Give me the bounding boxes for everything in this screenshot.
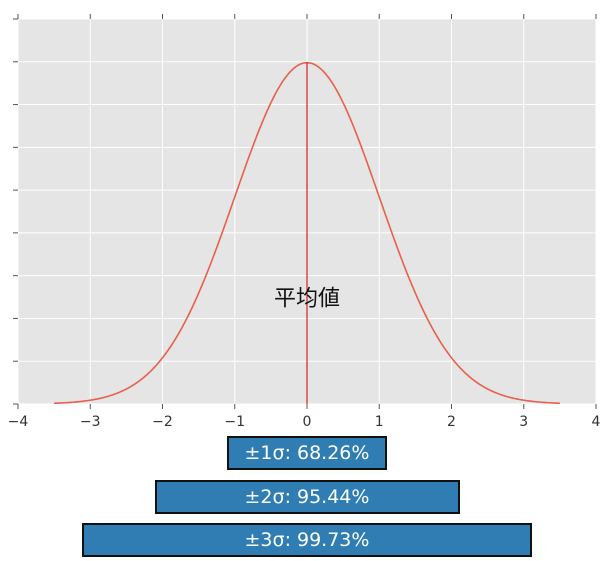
x-tick-labels: −4 −3 −2 −1 0 1 2 3 4 [8, 414, 601, 430]
x-tick-label: 3 [519, 414, 528, 430]
axis-ticks [13, 14, 597, 409]
normal-distribution-chart: 平均値 −4 −3 −2 −1 0 1 2 3 4 [8, 14, 601, 430]
sigma-1-band: ±1σ: 68.26% [226, 436, 388, 470]
x-tick-label: −1 [224, 414, 245, 430]
x-tick-label: −2 [152, 414, 173, 430]
sigma-2-band: ±2σ: 95.44% [154, 480, 460, 514]
x-tick-label: 0 [303, 414, 312, 430]
x-tick-label: 1 [375, 414, 384, 430]
sigma-3-band: ±3σ: 99.73% [82, 523, 532, 557]
sigma-1-label: ±1σ: 68.26% [244, 442, 370, 464]
normal-curve-line [54, 61, 560, 405]
x-tick-label: −4 [8, 414, 29, 430]
x-tick-label: −3 [80, 414, 101, 430]
x-tick-label: 4 [592, 414, 601, 430]
sigma-2-label: ±2σ: 95.44% [244, 486, 370, 508]
mean-annotation-label: 平均値 [274, 287, 340, 312]
x-tick-label: 2 [447, 414, 456, 430]
sigma-3-label: ±3σ: 99.73% [244, 529, 370, 551]
